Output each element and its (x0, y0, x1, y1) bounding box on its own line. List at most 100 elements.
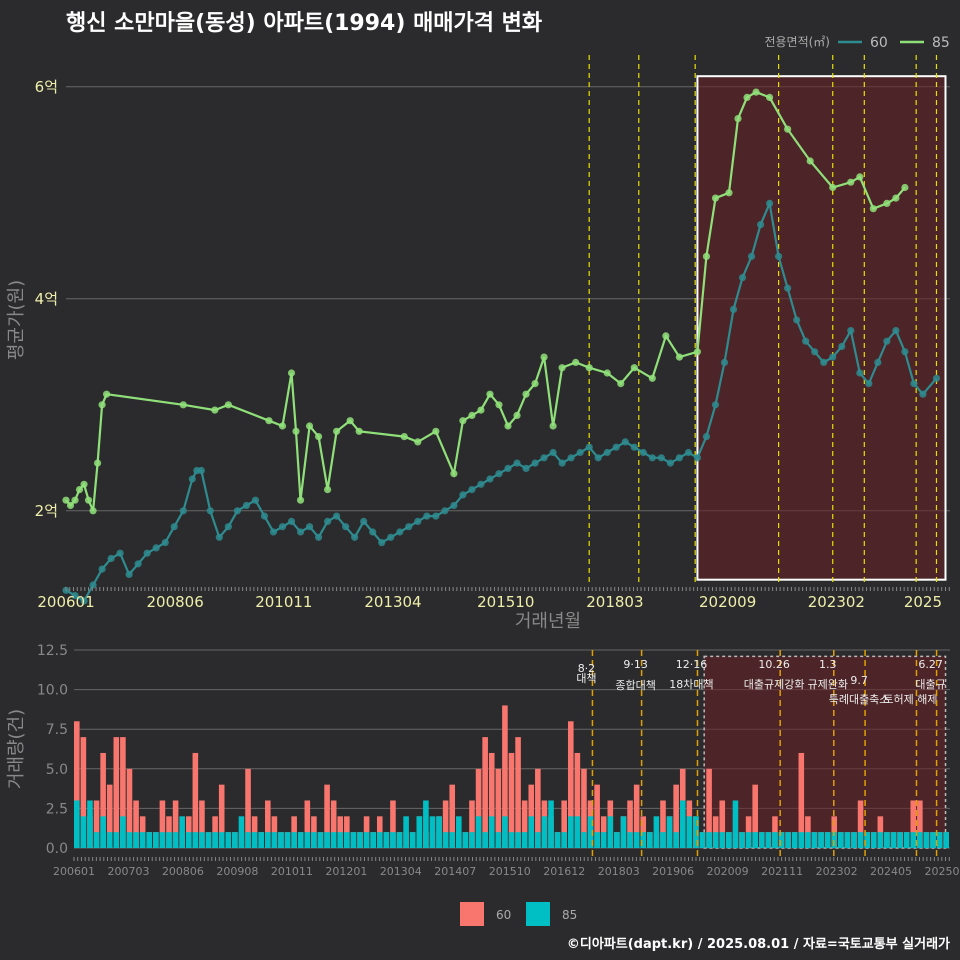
annotation-date: 12·16 (676, 658, 708, 671)
point-85 (278, 422, 287, 430)
bar-60 (304, 800, 311, 848)
bar-85 (488, 816, 495, 848)
bar-60 (330, 800, 337, 848)
point-85 (540, 353, 548, 361)
bar-85 (739, 832, 745, 848)
point-85 (901, 183, 909, 192)
point-85 (211, 406, 219, 414)
point-85 (314, 433, 323, 441)
vol-x-tick-label: 201510 (489, 865, 531, 878)
chart-title: 행신 소만마을(동성) 아파트(1994) 매매가격 변화 (66, 11, 542, 36)
point-60 (143, 549, 151, 557)
bar-85 (166, 832, 172, 848)
bar-60 (93, 800, 100, 848)
point-60 (829, 353, 837, 361)
point-60 (856, 369, 864, 377)
bar-60 (482, 737, 488, 848)
annotation-date: 8·2 (578, 662, 596, 675)
point-60 (269, 528, 278, 536)
x-tick-label: 2025 (904, 593, 942, 611)
point-60 (765, 199, 774, 207)
point-60 (405, 523, 413, 531)
bar-60 (245, 768, 251, 848)
vol-y-tick-label: 10.0 (37, 683, 68, 699)
bar-85 (870, 832, 877, 848)
point-60 (648, 454, 656, 462)
point-60 (621, 438, 629, 446)
point-85 (265, 417, 273, 425)
point-60 (495, 470, 503, 478)
bar-85 (278, 832, 284, 848)
bar-85 (897, 832, 903, 848)
point-60 (323, 517, 332, 526)
point-85 (459, 417, 467, 425)
point-85 (549, 422, 557, 430)
point-60 (296, 528, 305, 536)
bar-85 (218, 832, 225, 848)
point-60 (387, 533, 395, 541)
point-60 (630, 443, 638, 451)
bar-60 (495, 768, 502, 848)
bar-85 (232, 832, 238, 848)
point-85 (477, 406, 485, 414)
point-60 (333, 512, 341, 520)
bar-85 (515, 832, 521, 848)
bar-85 (403, 816, 409, 848)
point-85 (585, 364, 593, 372)
point-85 (752, 88, 760, 96)
bar-85 (416, 816, 423, 848)
point-60 (80, 597, 88, 605)
bar-85 (877, 832, 884, 848)
bar-85 (574, 816, 581, 848)
bar-60 (581, 768, 587, 848)
vol-x-tick-label: 201011 (271, 865, 313, 878)
bar-85 (139, 832, 146, 848)
bar-85 (851, 832, 857, 848)
point-60 (116, 549, 124, 557)
bar-60 (80, 737, 87, 848)
point-60 (378, 539, 386, 547)
point-60 (179, 507, 187, 515)
point-85 (400, 433, 408, 441)
bar-85 (265, 832, 271, 848)
point-60 (838, 342, 846, 351)
point-60 (98, 565, 106, 573)
bar-85 (587, 816, 594, 848)
bar-85 (225, 832, 232, 848)
bar-85 (620, 816, 627, 848)
bar-85 (317, 832, 324, 848)
vol-x-tick-label: 201803 (598, 865, 640, 878)
bar-85 (791, 832, 798, 848)
bar-60 (100, 752, 106, 848)
bar-85 (726, 832, 732, 848)
point-60 (486, 475, 494, 483)
point-60 (233, 507, 241, 515)
bar-85 (798, 832, 805, 848)
bar-85 (838, 832, 844, 848)
point-60 (342, 523, 350, 531)
bar-60 (521, 800, 528, 848)
bar-85 (291, 832, 297, 848)
point-85 (75, 486, 84, 494)
bar-85 (541, 816, 548, 848)
bar-60 (159, 800, 166, 848)
footer-credit: ©디아파트(dapt.kr) / 2025.08.01 / 자료=국토교통부 실… (567, 936, 950, 952)
point-60 (351, 533, 359, 541)
bar-85 (785, 832, 791, 848)
point-85 (558, 364, 566, 372)
bar-85 (495, 832, 502, 848)
y-tick-label: 6억 (35, 78, 58, 96)
bar-85 (245, 832, 251, 848)
bar-85 (818, 832, 824, 848)
legend-bottom-60: 60 (496, 908, 511, 922)
bar-60 (488, 752, 495, 848)
bar-85 (712, 832, 719, 848)
vol-x-tick-label: 200908 (216, 865, 258, 878)
bar-85 (581, 832, 587, 848)
vol-y-tick-label: 12.5 (37, 643, 68, 659)
bar-60 (627, 800, 633, 848)
vol-y-tick-label: 2.5 (46, 801, 68, 817)
vol-x-tick-label: 201612 (543, 865, 585, 878)
bar-85 (936, 832, 943, 848)
point-60 (874, 358, 882, 366)
